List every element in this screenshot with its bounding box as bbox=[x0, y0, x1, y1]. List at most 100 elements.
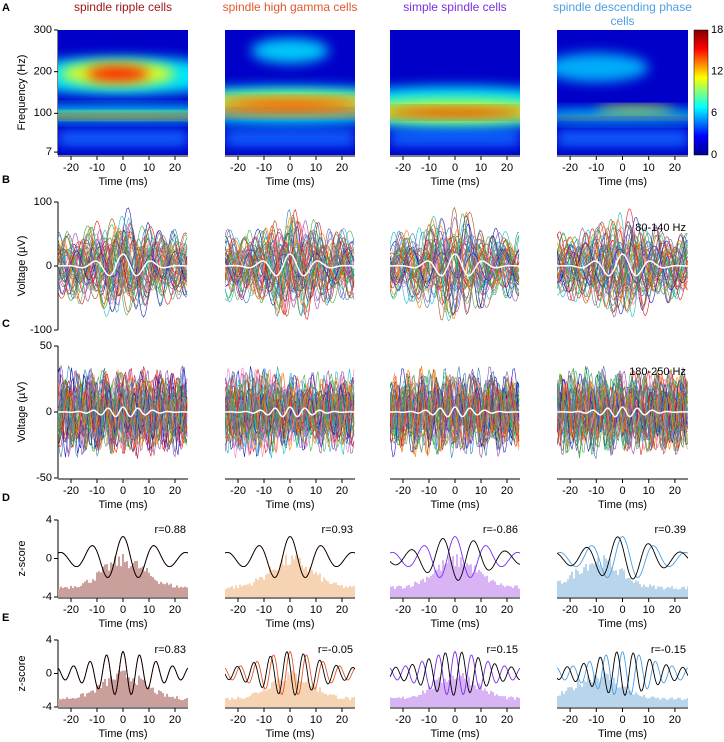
r-value: r=0.15 bbox=[487, 644, 519, 656]
x-axis-label: Time (ms) bbox=[598, 618, 647, 630]
x-tick-label: 0 bbox=[619, 485, 625, 497]
plot bbox=[557, 365, 688, 460]
trace bbox=[557, 371, 688, 452]
x-tick-label: 20 bbox=[169, 604, 181, 616]
x-tick-label: 10 bbox=[475, 714, 487, 726]
trace bbox=[390, 242, 520, 291]
z-trace bbox=[390, 538, 520, 581]
trace bbox=[58, 225, 188, 309]
trace bbox=[557, 235, 688, 298]
y-axis-label: z-score bbox=[16, 540, 28, 576]
z-trace bbox=[390, 650, 520, 696]
trace bbox=[58, 226, 188, 309]
panel-letter: A bbox=[2, 2, 10, 14]
r-value: r=-0.86 bbox=[483, 524, 518, 536]
y-tick-label: 300 bbox=[34, 24, 52, 36]
trace bbox=[225, 231, 355, 302]
x-tick-label: 10 bbox=[143, 604, 155, 616]
x-tick-label: 20 bbox=[501, 604, 513, 616]
histogram bbox=[58, 670, 188, 707]
spectrogram-blob bbox=[557, 52, 649, 83]
z-trace bbox=[225, 535, 355, 578]
x-tick-label: 20 bbox=[669, 485, 681, 497]
trace bbox=[58, 380, 188, 445]
x-axis-label: Time (ms) bbox=[265, 176, 314, 188]
z-trace bbox=[390, 535, 520, 578]
r-value: r=0.83 bbox=[155, 644, 187, 656]
x-tick-label: 0 bbox=[287, 485, 293, 497]
spectrogram-blob bbox=[557, 115, 688, 120]
trace bbox=[58, 226, 188, 305]
y-axis-label: Voltage (µV) bbox=[16, 236, 28, 297]
mean-trace bbox=[390, 406, 520, 418]
x-tick-label: 10 bbox=[643, 485, 655, 497]
x-tick-label: 10 bbox=[310, 485, 322, 497]
trace bbox=[390, 228, 520, 302]
y-tick-label: -50 bbox=[36, 472, 52, 484]
x-axis-label: Time (ms) bbox=[598, 176, 647, 188]
plot bbox=[225, 365, 355, 459]
x-tick-label: 10 bbox=[643, 604, 655, 616]
trace bbox=[390, 213, 520, 318]
x-tick-label: -20 bbox=[63, 485, 79, 497]
x-tick-label: -10 bbox=[89, 714, 105, 726]
trace bbox=[557, 370, 688, 454]
x-axis-label: Time (ms) bbox=[98, 728, 147, 740]
trace bbox=[390, 382, 520, 443]
y-tick-label: 0 bbox=[46, 260, 52, 272]
trace bbox=[58, 385, 188, 439]
y-tick-label: 100 bbox=[34, 196, 52, 208]
x-tick-label: 10 bbox=[475, 604, 487, 616]
trace bbox=[225, 242, 355, 292]
histogram bbox=[58, 553, 188, 597]
x-tick-label: -10 bbox=[421, 714, 437, 726]
x-axis-label: Time (ms) bbox=[430, 728, 479, 740]
plot bbox=[390, 365, 520, 459]
plot bbox=[557, 651, 688, 707]
panel-letter: D bbox=[2, 492, 10, 504]
trace bbox=[225, 366, 355, 459]
r-value: r=0.39 bbox=[655, 524, 687, 536]
spectrogram-blob bbox=[225, 110, 355, 117]
trace bbox=[557, 232, 688, 300]
x-tick-label: 0 bbox=[452, 604, 458, 616]
z-trace bbox=[58, 650, 188, 696]
plot bbox=[390, 650, 520, 707]
spectrogram-blob bbox=[86, 66, 149, 82]
spectrogram-band bbox=[557, 130, 688, 147]
x-axis-label: Time (ms) bbox=[98, 176, 147, 188]
z-trace bbox=[557, 536, 688, 580]
y-tick-label: -100 bbox=[30, 324, 52, 336]
trace bbox=[225, 229, 355, 300]
column-title: spindle descending phase cells bbox=[553, 0, 692, 28]
trace bbox=[557, 373, 688, 450]
x-tick-label: -10 bbox=[256, 714, 272, 726]
y-axis-label: z-score bbox=[16, 655, 28, 691]
y-tick-label: 50 bbox=[40, 340, 52, 352]
trace bbox=[225, 381, 355, 443]
plot bbox=[58, 364, 188, 459]
x-tick-label: 20 bbox=[336, 485, 348, 497]
trace bbox=[557, 374, 688, 450]
x-tick-label: -10 bbox=[256, 162, 272, 174]
plot bbox=[58, 207, 188, 318]
x-tick-label: 20 bbox=[336, 604, 348, 616]
x-tick-label: -20 bbox=[395, 162, 411, 174]
spectrogram-blob bbox=[251, 38, 329, 64]
y-tick-label: 0 bbox=[46, 667, 52, 679]
colorbar-tick-label: 18 bbox=[711, 24, 723, 36]
trace bbox=[390, 247, 520, 286]
trace bbox=[58, 222, 188, 305]
x-tick-label: 0 bbox=[452, 485, 458, 497]
x-tick-label: 10 bbox=[475, 485, 487, 497]
panel-letter: C bbox=[2, 318, 10, 330]
plot bbox=[390, 30, 520, 155]
x-tick-label: 0 bbox=[120, 485, 126, 497]
band-label: 180-250 Hz bbox=[629, 366, 686, 378]
r-value: r=-0.15 bbox=[651, 644, 686, 656]
y-tick-label: 100 bbox=[34, 107, 52, 119]
mean-trace bbox=[58, 406, 188, 418]
trace bbox=[557, 368, 688, 457]
